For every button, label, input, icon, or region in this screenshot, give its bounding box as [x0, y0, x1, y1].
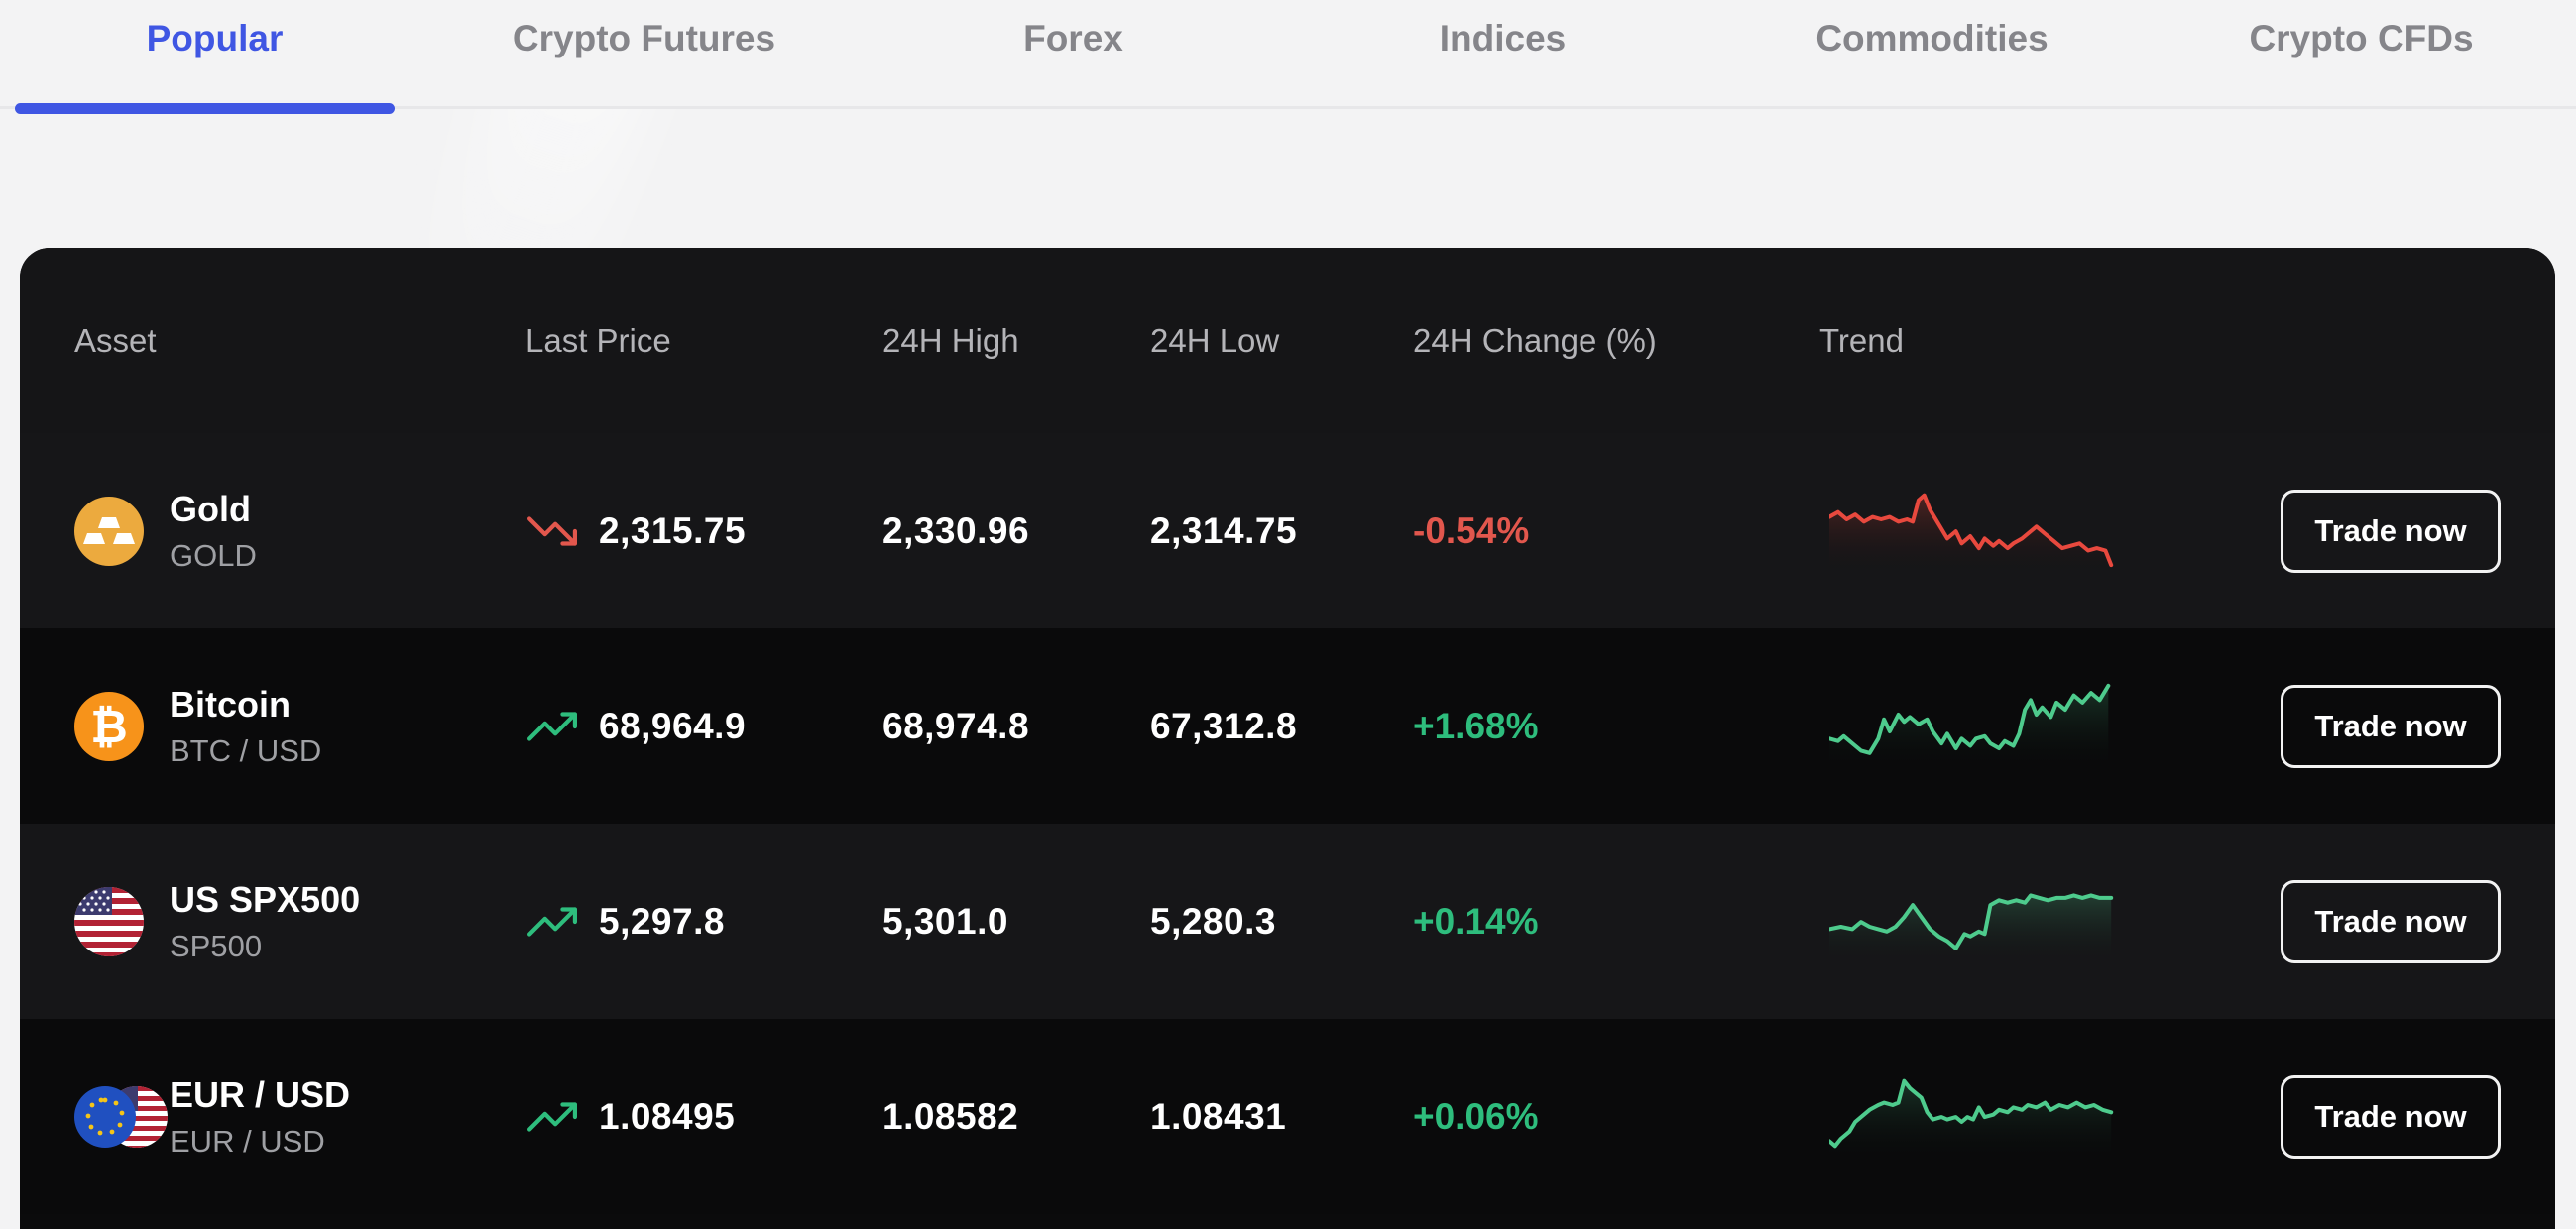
high-value: 5,301.0 [882, 900, 1008, 942]
trade-now-button[interactable]: Trade now [2281, 879, 2501, 963]
last-price-value: 2,315.75 [599, 509, 747, 551]
column-header-trend: Trend [1819, 321, 1904, 359]
us-flag-icon [74, 886, 144, 956]
table-row: EUR / USD EUR / USD 1.08495 1.08582 1.08… [20, 1019, 2555, 1214]
trend-sparkline [1819, 874, 2281, 968]
change-value: +0.06% [1413, 1095, 1539, 1137]
asset-name: Bitcoin [170, 684, 291, 725]
bitcoin-icon: ₿ [74, 691, 144, 761]
trade-now-button[interactable]: Trade now [2281, 1074, 2501, 1159]
trend-up-icon [526, 1092, 579, 1142]
asset-name: US SPX500 [170, 879, 361, 920]
market-table-panel: Asset Last Price 24H High 24H Low 24H Ch… [20, 248, 2555, 1229]
tab-crypto-futures[interactable]: Crypto Futures [512, 18, 776, 58]
column-header-last-price: Last Price [526, 321, 671, 359]
tab-popular[interactable]: Popular [0, 0, 429, 114]
column-header-24h-high: 24H High [882, 321, 1019, 359]
high-value: 2,330.96 [882, 509, 1030, 551]
table-row: US SPX500 SP500 5,297.8 5,301.0 5,280.3 … [20, 824, 2555, 1019]
column-header-asset: Asset [74, 321, 157, 359]
low-value: 5,280.3 [1150, 900, 1276, 942]
trend-sparkline [1819, 679, 2281, 773]
high-value: 68,974.8 [882, 705, 1030, 746]
asset-symbol: BTC / USD [170, 733, 322, 768]
trade-now-button[interactable]: Trade now [2281, 489, 2501, 573]
last-price-value: 5,297.8 [599, 900, 725, 942]
last-price-value: 68,964.9 [599, 705, 747, 746]
tab-commodities[interactable]: Commodities [1815, 18, 2049, 58]
column-header-24h-low: 24H Low [1150, 321, 1280, 359]
column-header-24h-change: 24H Change (%) [1413, 321, 1657, 359]
trend-down-icon [526, 506, 579, 556]
high-value: 1.08582 [882, 1095, 1019, 1137]
tab-crypto-cfds[interactable]: Crypto CFDs [2249, 18, 2474, 58]
asset-name: EUR / USD [170, 1074, 351, 1115]
asset-symbol: GOLD [170, 538, 257, 573]
trend-sparkline [1819, 1069, 2281, 1164]
trade-now-button[interactable]: Trade now [2281, 684, 2501, 768]
tab-forex[interactable]: Forex [1023, 18, 1123, 58]
asset-symbol: SP500 [170, 929, 263, 963]
trend-up-icon [526, 702, 579, 751]
change-value: -0.54% [1413, 509, 1530, 551]
tab-indices[interactable]: Indices [1439, 18, 1567, 58]
gold-bars-icon [74, 496, 144, 566]
change-value: +0.14% [1413, 900, 1539, 942]
asset-name: Gold [170, 489, 251, 529]
trend-sparkline [1819, 484, 2281, 578]
table-header-row: Asset Last Price 24H High 24H Low 24H Ch… [20, 248, 2555, 433]
table-row: ₿ Bitcoin BTC / USD 68,964.9 68,974.8 67… [20, 628, 2555, 824]
change-value: +1.68% [1413, 705, 1539, 746]
low-value: 67,312.8 [1150, 705, 1298, 746]
trend-up-icon [526, 897, 579, 947]
low-value: 1.08431 [1150, 1095, 1287, 1137]
asset-symbol: EUR / USD [170, 1124, 325, 1159]
market-tabs: Popular Crypto Futures Forex Indices Com… [0, 0, 2576, 114]
low-value: 2,314.75 [1150, 509, 1298, 551]
eur-usd-flags-icon [74, 1082, 168, 1152]
table-row: Gold GOLD 2,315.75 2,330.96 2,314.75 -0.… [20, 433, 2555, 628]
last-price-value: 1.08495 [599, 1095, 736, 1137]
